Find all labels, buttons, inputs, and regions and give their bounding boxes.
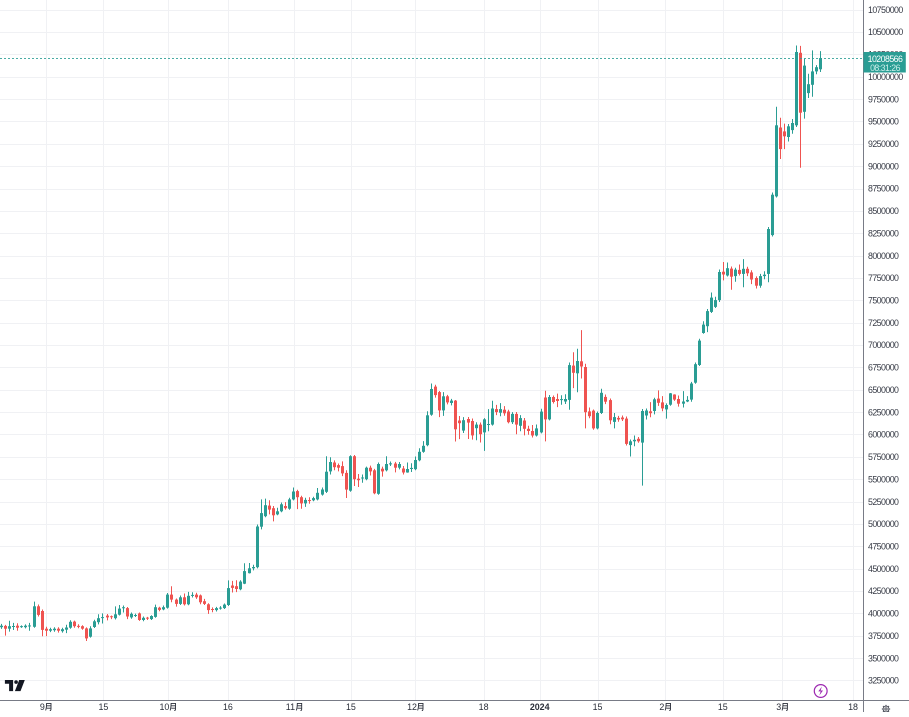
svg-text:16: 16 [223, 702, 233, 712]
svg-text:7500000: 7500000 [868, 296, 899, 306]
svg-text:6000000: 6000000 [868, 430, 899, 440]
svg-text:8000000: 8000000 [868, 251, 899, 261]
svg-text:3250000: 3250000 [868, 676, 899, 686]
svg-text:6250000: 6250000 [868, 407, 899, 417]
svg-text:8250000: 8250000 [868, 228, 899, 238]
svg-text:08:31:26: 08:31:26 [870, 63, 901, 73]
svg-text:15: 15 [346, 702, 356, 712]
svg-text:18: 18 [479, 702, 489, 712]
svg-text:10: 10 [160, 702, 170, 712]
svg-text:18: 18 [848, 702, 858, 712]
svg-text:10750000: 10750000 [868, 5, 903, 15]
svg-text:4250000: 4250000 [868, 586, 899, 596]
svg-text:9500000: 9500000 [868, 117, 899, 127]
svg-text:2: 2 [659, 702, 664, 712]
svg-text:8500000: 8500000 [868, 206, 899, 216]
svg-text:7250000: 7250000 [868, 318, 899, 328]
svg-text:3: 3 [776, 702, 781, 712]
svg-text:9250000: 9250000 [868, 139, 899, 149]
svg-text:3500000: 3500000 [868, 653, 899, 663]
svg-text:2024: 2024 [530, 702, 550, 712]
svg-text:6500000: 6500000 [868, 385, 899, 395]
svg-text:9000000: 9000000 [868, 161, 899, 171]
svg-text:3750000: 3750000 [868, 631, 899, 641]
svg-text:12: 12 [407, 702, 417, 712]
svg-text:15: 15 [98, 702, 108, 712]
svg-text:5250000: 5250000 [868, 497, 899, 507]
svg-text:5000000: 5000000 [868, 519, 899, 529]
svg-text:11: 11 [286, 702, 295, 712]
svg-text:9750000: 9750000 [868, 94, 899, 104]
svg-text:7000000: 7000000 [868, 340, 899, 350]
svg-text:15: 15 [593, 702, 603, 712]
svg-text:7750000: 7750000 [868, 273, 899, 283]
svg-text:8750000: 8750000 [868, 184, 899, 194]
svg-text:5750000: 5750000 [868, 452, 899, 462]
svg-text:10500000: 10500000 [868, 27, 903, 37]
svg-text:10000000: 10000000 [868, 72, 903, 82]
svg-text:4000000: 4000000 [868, 609, 899, 619]
svg-text:15: 15 [718, 702, 728, 712]
svg-text:6750000: 6750000 [868, 363, 899, 373]
svg-text:4750000: 4750000 [868, 542, 899, 552]
svg-text:5500000: 5500000 [868, 474, 899, 484]
svg-text:4500000: 4500000 [868, 564, 899, 574]
svg-text:10208566: 10208566 [868, 54, 903, 64]
svg-text:9: 9 [40, 702, 45, 712]
